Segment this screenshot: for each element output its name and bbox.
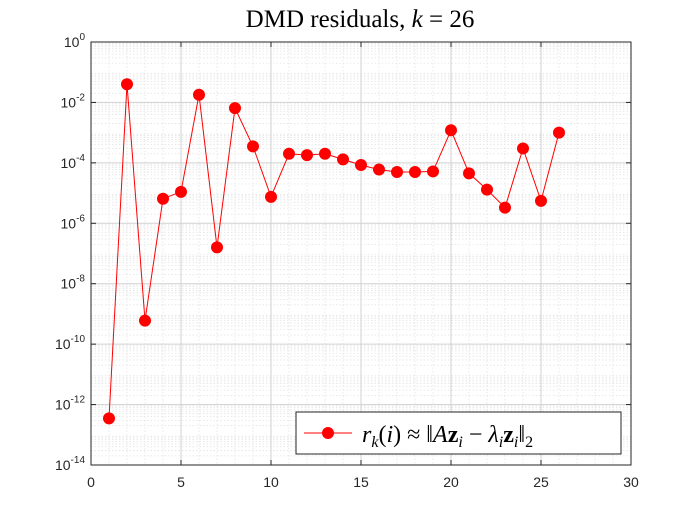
data-point [229, 102, 241, 115]
data-point [139, 314, 151, 327]
data-point [301, 149, 313, 162]
data-point [373, 163, 385, 176]
title-rest: = 26 [423, 6, 475, 33]
legend-label: rk(i) ≈ ‖Azi − λizi‖2 [362, 422, 533, 451]
data-point [463, 167, 475, 180]
x-tick-label: 0 [87, 474, 95, 490]
data-point [247, 140, 259, 153]
y-tick-label: 10-14 [55, 455, 85, 473]
data-point [391, 165, 403, 178]
x-tick-label: 15 [353, 474, 369, 490]
legend-marker [322, 427, 334, 439]
data-point [553, 126, 565, 139]
data-point [103, 412, 115, 425]
x-tick-label: 20 [443, 474, 459, 490]
y-tick-label: 100 [64, 32, 86, 50]
data-point [427, 165, 439, 178]
y-tick-label: 10-12 [55, 395, 85, 413]
data-point [283, 147, 295, 160]
x-tick-label: 5 [177, 474, 185, 490]
data-point [121, 78, 133, 91]
data-point [157, 192, 169, 205]
x-tick-label: 10 [263, 474, 279, 490]
x-tick-label: 25 [533, 474, 549, 490]
data-point [175, 185, 187, 198]
data-point [481, 183, 493, 196]
data-point [535, 194, 547, 207]
y-tick-label: 10-2 [61, 92, 86, 110]
y-tick-label: 10-8 [61, 274, 86, 292]
data-point [355, 158, 367, 171]
data-point [409, 165, 421, 178]
data-point [265, 190, 277, 203]
data-point [319, 147, 331, 160]
series [103, 78, 565, 425]
ticks: 0 5 10 15 20 25 30 100 10-2 10-4 10-6 10-8 10-10 10-1… [55, 32, 639, 490]
legend: rk(i) ≈ ‖Azi − λizi‖2 [295, 411, 622, 455]
chart-title: DMD residuals, k = 26 [246, 6, 475, 33]
y-tick-label: 10-10 [55, 334, 85, 352]
data-point [445, 124, 457, 137]
y-tick-label: 10-6 [61, 213, 86, 231]
title-prefix: DMD residuals, [246, 6, 412, 33]
x-tick-label: 30 [623, 474, 639, 490]
y-tick-label: 10-4 [61, 153, 86, 171]
title-var: k [412, 6, 424, 33]
data-point [517, 142, 529, 155]
data-point [337, 153, 349, 166]
data-point [211, 241, 223, 254]
data-point [193, 88, 205, 101]
data-point [499, 201, 511, 214]
